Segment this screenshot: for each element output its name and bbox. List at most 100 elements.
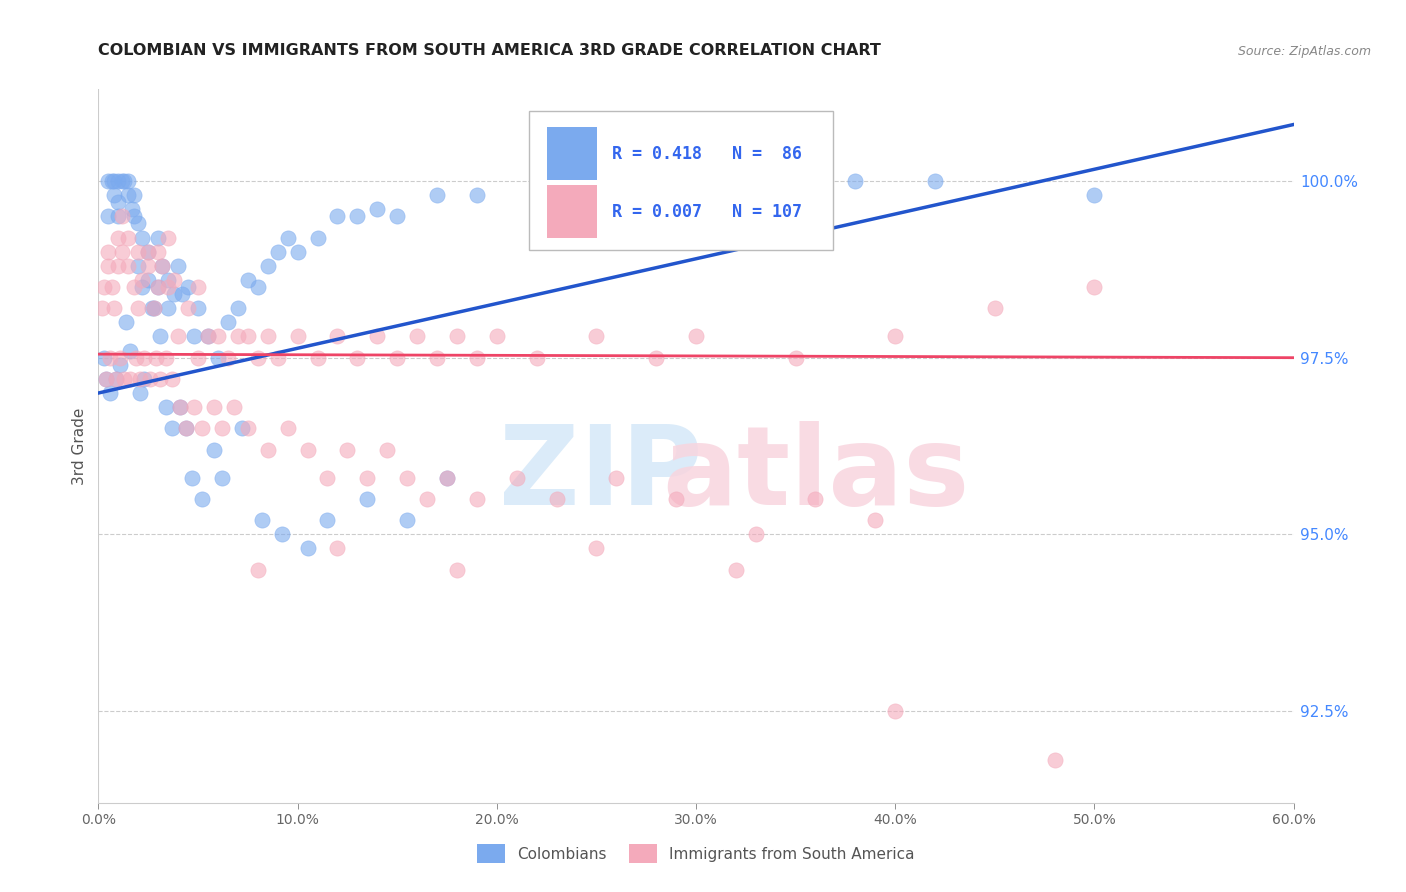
Point <box>169 400 191 414</box>
Point <box>256 442 278 457</box>
FancyBboxPatch shape <box>547 128 596 180</box>
Point <box>127 301 149 316</box>
Point <box>183 329 205 343</box>
Point <box>416 491 439 506</box>
Point <box>724 563 747 577</box>
Point <box>426 188 449 202</box>
Point <box>506 471 529 485</box>
Point <box>197 329 219 343</box>
Point <box>396 471 419 485</box>
Point <box>270 527 292 541</box>
Point <box>97 210 120 224</box>
Point <box>117 188 139 202</box>
Point <box>256 329 278 343</box>
Point <box>884 329 907 343</box>
Point <box>236 421 259 435</box>
Point <box>197 329 219 343</box>
Point <box>297 442 319 457</box>
Point <box>356 471 378 485</box>
Point <box>136 244 159 259</box>
Point <box>143 301 166 316</box>
Point <box>98 351 122 365</box>
Point <box>267 351 290 365</box>
Point <box>526 188 548 202</box>
Point <box>110 358 132 372</box>
Point <box>103 188 125 202</box>
Point <box>187 280 209 294</box>
Point <box>724 174 747 188</box>
Point <box>277 421 299 435</box>
Point <box>187 351 209 365</box>
Point <box>101 280 124 294</box>
Point <box>1043 753 1066 767</box>
Point <box>150 259 173 273</box>
Point <box>131 280 153 294</box>
Point <box>96 372 118 386</box>
Point <box>169 400 191 414</box>
Point <box>202 442 225 457</box>
Point <box>236 273 259 287</box>
Point <box>256 259 278 273</box>
Point <box>134 351 156 365</box>
Point <box>297 541 319 556</box>
Point <box>172 287 194 301</box>
Point <box>446 329 468 343</box>
Point <box>129 386 152 401</box>
Text: COLOMBIAN VS IMMIGRANTS FROM SOUTH AMERICA 3RD GRADE CORRELATION CHART: COLOMBIAN VS IMMIGRANTS FROM SOUTH AMERI… <box>98 43 882 58</box>
Point <box>131 273 153 287</box>
Point <box>93 351 115 365</box>
Point <box>160 421 183 435</box>
Text: ZIP: ZIP <box>499 421 702 528</box>
Point <box>103 301 125 316</box>
Point <box>246 563 269 577</box>
Point <box>148 280 170 294</box>
Point <box>385 210 409 224</box>
Point <box>105 372 128 386</box>
Point <box>446 563 468 577</box>
Text: Source: ZipAtlas.com: Source: ZipAtlas.com <box>1237 45 1371 58</box>
Point <box>127 244 149 259</box>
Point <box>665 491 688 506</box>
Point <box>157 230 180 244</box>
Point <box>112 174 135 188</box>
Point <box>143 301 166 316</box>
Point <box>121 202 143 217</box>
Point <box>127 216 149 230</box>
Point <box>124 210 146 224</box>
Point <box>231 421 253 435</box>
Y-axis label: 3rd Grade: 3rd Grade <box>72 408 87 484</box>
Point <box>174 421 197 435</box>
Point <box>366 329 388 343</box>
Point <box>107 259 129 273</box>
Point <box>745 527 768 541</box>
Point <box>436 471 458 485</box>
Point <box>585 181 607 195</box>
Point <box>120 343 142 358</box>
Point <box>157 273 180 287</box>
Point <box>211 421 233 435</box>
Point <box>145 351 167 365</box>
Point <box>91 301 114 316</box>
Point <box>307 351 329 365</box>
Point <box>396 513 419 527</box>
Point <box>316 513 339 527</box>
Point <box>436 471 458 485</box>
Point <box>174 421 197 435</box>
Point <box>277 230 299 244</box>
Point <box>191 491 214 506</box>
Point <box>1083 280 1105 294</box>
Point <box>136 273 159 287</box>
Point <box>366 202 388 217</box>
Point <box>217 351 239 365</box>
Point <box>211 471 233 485</box>
FancyBboxPatch shape <box>547 186 596 238</box>
Point <box>105 372 128 386</box>
Point <box>125 351 148 365</box>
Point <box>107 195 129 210</box>
Point <box>136 259 159 273</box>
Point <box>226 301 249 316</box>
Point <box>526 351 548 365</box>
Point <box>148 280 170 294</box>
Point <box>117 230 139 244</box>
Point <box>107 174 129 188</box>
